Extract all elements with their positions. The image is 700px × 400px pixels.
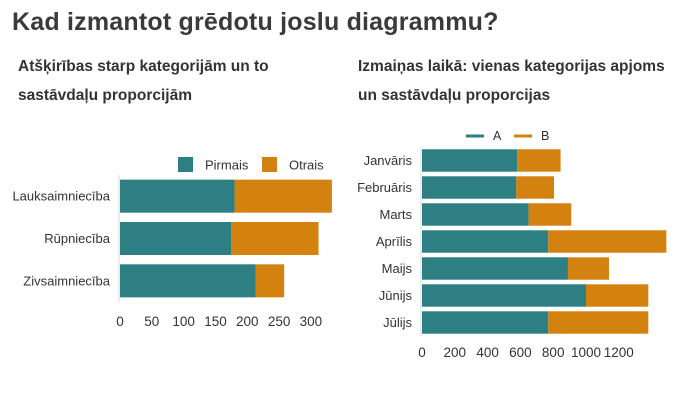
legend-label: A: [493, 129, 502, 143]
left-chart-title: Atšķirības starp kategorijām un to sastā…: [18, 58, 269, 104]
bar-segment-b: [548, 311, 649, 334]
category-label: Maijs: [382, 261, 413, 276]
x-tick-label: 250: [268, 314, 291, 329]
bar-segment-b: [517, 149, 561, 172]
category-label: Janvāris: [364, 153, 413, 168]
x-tick-label: 1000: [571, 345, 601, 360]
bar-segment-otrais: [255, 264, 285, 298]
bar-segment-pirmais: [120, 264, 256, 298]
bar-segment-b: [516, 176, 555, 199]
bar-segment-pirmais: [120, 179, 235, 213]
bar-segment-b: [567, 257, 609, 280]
category-label: Februāris: [357, 180, 412, 195]
x-tick-label: 800: [542, 345, 565, 360]
bar-segment-a: [422, 311, 549, 334]
bar-segment-a: [422, 230, 549, 253]
category-label: Jūlijs: [383, 315, 412, 330]
bar-segment-otrais: [234, 179, 332, 213]
legend-label: B: [541, 129, 549, 143]
x-tick-label: 200: [444, 345, 467, 360]
x-tick-label: 150: [204, 314, 227, 329]
x-tick-label: 600: [509, 345, 532, 360]
bar-segment-pirmais: [120, 221, 232, 256]
category-label: Jūnijs: [379, 288, 413, 303]
legend-swatch-otrais: [262, 157, 277, 172]
category-label: Rūpniecība: [44, 231, 111, 246]
legend-label: Pirmais: [205, 158, 249, 173]
right-chart-title: Izmaiņas laikā: vienas kategorijas apjom…: [358, 58, 665, 104]
page-title: Kad izmantot grēdotu joslu diagrammu?: [12, 8, 499, 36]
x-tick-label: 0: [116, 314, 124, 329]
bar-segment-a: [422, 176, 517, 199]
category-label: Marts: [380, 207, 413, 222]
x-tick-label: 1200: [604, 345, 634, 360]
legend-label: Otrais: [289, 158, 324, 173]
category-label: Lauksaimniecība: [12, 189, 110, 204]
x-tick-label: 0: [418, 345, 426, 360]
x-tick-label: 100: [172, 314, 195, 329]
bar-segment-a: [422, 284, 586, 307]
x-tick-label: 300: [300, 314, 323, 329]
legend-swatch-pirmais: [178, 157, 193, 172]
bar-segment-a: [422, 203, 529, 226]
bar-segment-b: [586, 284, 649, 307]
x-tick-label: 200: [236, 314, 259, 329]
category-label: Aprīlis: [376, 234, 413, 249]
bar-segment-a: [422, 257, 568, 280]
x-tick-label: 50: [144, 314, 159, 329]
bar-segment-b: [528, 203, 572, 226]
category-label: Zivsaimniecība: [23, 273, 110, 288]
bar-segment-otrais: [231, 221, 319, 256]
bar-segment-a: [422, 149, 518, 172]
bar-segment-b: [548, 230, 667, 253]
x-tick-label: 400: [476, 345, 499, 360]
